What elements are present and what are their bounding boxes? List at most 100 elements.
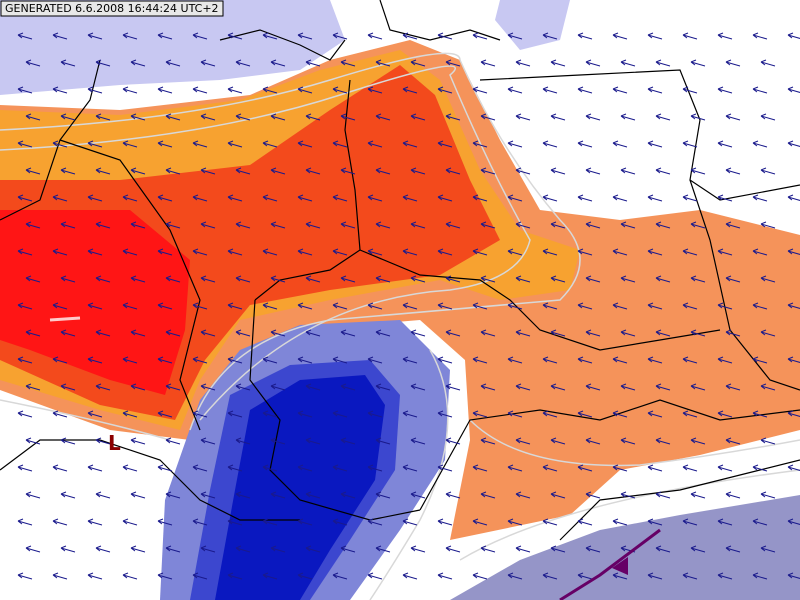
wind-arrow xyxy=(305,545,321,553)
wind-arrow xyxy=(402,572,418,580)
wind-arrow xyxy=(235,167,251,175)
wind-arrow xyxy=(200,383,216,391)
wind-arrow xyxy=(690,491,706,499)
wind-arrow xyxy=(375,221,391,229)
wind-arrow xyxy=(340,167,356,175)
wind-arrow xyxy=(725,59,741,67)
wind-arrow xyxy=(332,86,348,94)
wind-arrow xyxy=(375,545,391,553)
wind-arrow xyxy=(340,545,356,553)
wind-arrow xyxy=(87,572,103,580)
wind-arrow xyxy=(717,356,733,364)
wind-arrow xyxy=(165,113,181,121)
wind-arrow xyxy=(550,275,566,283)
wind-arrow xyxy=(647,572,663,580)
wind-arrow xyxy=(725,329,741,337)
wind-arrow xyxy=(95,383,111,391)
wind-arrow xyxy=(262,194,278,202)
wind-arrow xyxy=(717,518,733,526)
wind-arrow xyxy=(25,491,41,499)
wind-arrow xyxy=(270,491,286,499)
wind-arrow xyxy=(437,356,453,364)
wind-arrow xyxy=(620,59,636,67)
wind-arrow xyxy=(192,302,208,310)
wind-arrow xyxy=(717,86,733,94)
wind-arrow xyxy=(87,32,103,40)
wind-arrow xyxy=(550,59,566,67)
wind-arrow xyxy=(472,302,488,310)
border xyxy=(419,399,800,511)
wind-arrow xyxy=(542,86,558,94)
wind-arrow xyxy=(402,410,418,418)
wind-arrow xyxy=(612,194,628,202)
wind-arrow xyxy=(60,383,76,391)
wind-arrow xyxy=(612,86,628,94)
wind-arrow xyxy=(332,194,348,202)
wind-arrow xyxy=(122,302,138,310)
wind-arrow xyxy=(60,59,76,67)
wind-arrow xyxy=(87,248,103,256)
wind-arrow xyxy=(612,572,628,580)
wind-arrow xyxy=(340,275,356,283)
wind-arrow xyxy=(472,410,488,418)
wind-arrow xyxy=(402,32,418,40)
wind-arrow xyxy=(612,140,628,148)
wind-arrow xyxy=(17,86,33,94)
wind-arrow xyxy=(550,167,566,175)
wind-arrow xyxy=(480,545,496,553)
wind-arrow xyxy=(52,464,68,472)
wind-arrow xyxy=(375,113,391,121)
wind-arrow xyxy=(270,59,286,67)
wind-arrow xyxy=(305,437,321,445)
wind-arrow xyxy=(655,545,671,553)
wind-arrow xyxy=(165,275,181,283)
wind-arrow xyxy=(122,32,138,40)
wind-arrow xyxy=(227,572,243,580)
wind-arrow xyxy=(577,248,593,256)
wind-arrow xyxy=(647,32,663,40)
coastline xyxy=(219,29,346,61)
wind-arrow xyxy=(445,221,461,229)
wind-arrow xyxy=(410,329,426,337)
isoline xyxy=(469,419,800,467)
wind-arrow xyxy=(52,248,68,256)
wind-arrow xyxy=(647,194,663,202)
wind-arrow xyxy=(157,518,173,526)
wind-arrow xyxy=(655,113,671,121)
wind-arrow xyxy=(620,491,636,499)
wind-arrow xyxy=(717,140,733,148)
wind-arrow xyxy=(682,464,698,472)
isoline xyxy=(0,399,171,441)
wind-arrow xyxy=(577,356,593,364)
wind-arrow xyxy=(60,491,76,499)
wind-arrow xyxy=(480,437,496,445)
wind-arrow xyxy=(52,410,68,418)
wind-arrow xyxy=(122,356,138,364)
wind-arrow xyxy=(157,86,173,94)
wind-arrow xyxy=(585,59,601,67)
wind-arrow xyxy=(402,248,418,256)
wind-arrow xyxy=(227,140,243,148)
wind-arrow xyxy=(682,248,698,256)
wind-arrow xyxy=(725,383,741,391)
wind-arrow xyxy=(367,32,383,40)
wind-arrow xyxy=(717,32,733,40)
wind-arrow xyxy=(25,59,41,67)
wind-arrow xyxy=(192,464,208,472)
wind-arrow xyxy=(445,491,461,499)
wind-arrow xyxy=(752,302,768,310)
wind-arrow xyxy=(17,32,33,40)
wind-arrow xyxy=(192,410,208,418)
wind-arrow xyxy=(577,32,593,40)
wind-arrow xyxy=(402,86,418,94)
wind-arrow xyxy=(717,572,733,580)
border xyxy=(559,459,800,541)
wind-arrow xyxy=(297,194,313,202)
wind-arrow xyxy=(542,464,558,472)
wind-arrow xyxy=(647,410,663,418)
wind-arrow xyxy=(262,32,278,40)
wind-arrow xyxy=(165,383,181,391)
wind-arrow xyxy=(130,221,146,229)
wind-arrow xyxy=(375,275,391,283)
wind-arrow xyxy=(122,194,138,202)
